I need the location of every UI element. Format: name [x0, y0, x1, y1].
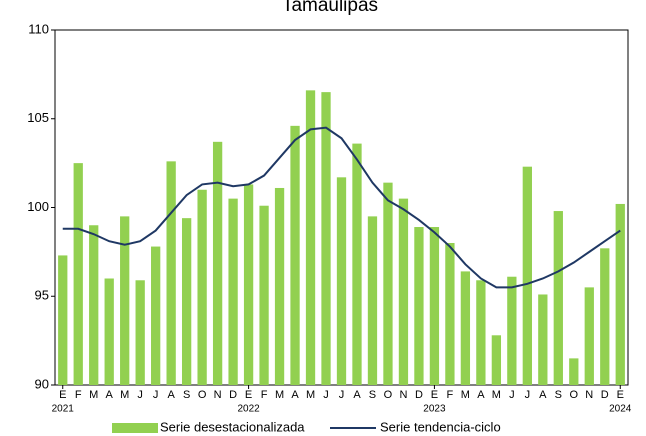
y-tick-label: 105: [27, 110, 49, 125]
x-tick-label: O: [570, 389, 579, 401]
x-tick-label: E: [431, 389, 438, 401]
bar: [321, 92, 331, 385]
x-tick-label: F: [75, 389, 82, 401]
legend-swatch: [112, 423, 158, 433]
bar: [58, 255, 68, 385]
year-label: 2024: [609, 404, 632, 415]
x-tick-label: F: [261, 389, 268, 401]
x-tick-label: M: [306, 389, 315, 401]
x-tick-label: M: [461, 389, 470, 401]
bar: [367, 216, 378, 385]
bar: [151, 246, 161, 385]
x-tick-label: J: [153, 389, 159, 401]
bar: [290, 125, 300, 385]
x-tick-label: A: [291, 389, 299, 401]
x-tick-label: S: [555, 389, 562, 401]
bar: [414, 227, 424, 385]
bar: [383, 182, 393, 385]
x-tick-label: J: [525, 389, 531, 401]
bar: [553, 211, 563, 385]
bar: [429, 227, 440, 385]
x-tick-label: A: [539, 389, 547, 401]
bar: [491, 335, 502, 385]
x-tick-label: O: [198, 389, 207, 401]
bar: [104, 278, 114, 385]
bar: [522, 166, 532, 385]
bar: [166, 161, 176, 385]
x-tick-label: M: [120, 389, 129, 401]
x-tick-label: A: [167, 389, 175, 401]
bar: [507, 276, 517, 385]
year-label: 2023: [423, 404, 446, 415]
legend-label: Serie tendencia-ciclo: [380, 419, 501, 434]
y-tick-label: 100: [27, 199, 49, 214]
x-tick-label: F: [447, 389, 454, 401]
bar: [89, 225, 99, 385]
bar: [600, 248, 610, 385]
x-tick-label: J: [137, 389, 143, 401]
x-tick-label: N: [585, 389, 593, 401]
bar: [352, 143, 362, 385]
x-tick-label: S: [369, 389, 376, 401]
bar: [274, 187, 285, 385]
x-tick-label: N: [214, 389, 222, 401]
bar: [305, 90, 316, 385]
x-tick-label: A: [353, 389, 361, 401]
bar: [445, 243, 455, 385]
bar: [336, 177, 347, 385]
x-tick-label: E: [617, 389, 624, 401]
x-tick-label: E: [245, 389, 252, 401]
x-tick-label: M: [89, 389, 98, 401]
x-tick-label: J: [509, 389, 515, 401]
x-tick-label: O: [384, 389, 393, 401]
x-tick-label: A: [477, 389, 485, 401]
bar: [476, 280, 486, 385]
x-tick-label: D: [229, 389, 237, 401]
x-tick-label: E: [59, 389, 66, 401]
bar: [569, 358, 579, 385]
x-tick-label: A: [106, 389, 114, 401]
bar: [460, 271, 471, 385]
x-tick-label: S: [183, 389, 190, 401]
bar: [615, 203, 625, 385]
chart-title: Tamaulipas: [282, 0, 378, 16]
x-tick-label: M: [275, 389, 284, 401]
bar: [197, 189, 207, 385]
bar: [228, 198, 238, 385]
y-tick-label: 110: [28, 21, 49, 36]
x-tick-label: N: [399, 389, 407, 401]
bar: [181, 218, 192, 385]
bar: [259, 205, 269, 385]
x-tick-label: J: [339, 389, 345, 401]
bar: [120, 216, 130, 385]
x-tick-label: M: [492, 389, 501, 401]
bar: [538, 294, 548, 385]
bar: [135, 280, 145, 385]
x-tick-label: D: [415, 389, 423, 401]
trend-line: [62, 126, 621, 289]
bar: [243, 184, 254, 385]
year-label: 2022: [237, 404, 260, 415]
bar: [73, 163, 83, 385]
year-label: 2021: [52, 404, 75, 415]
x-tick-label: D: [601, 389, 609, 401]
x-tick-label: J: [323, 389, 329, 401]
bar: [212, 141, 223, 385]
bar: [584, 287, 594, 385]
y-tick-label: 90: [35, 376, 49, 391]
y-tick-label: 95: [35, 288, 49, 303]
legend-label: Serie desestacionalizada: [160, 419, 305, 434]
bar: [398, 198, 409, 385]
